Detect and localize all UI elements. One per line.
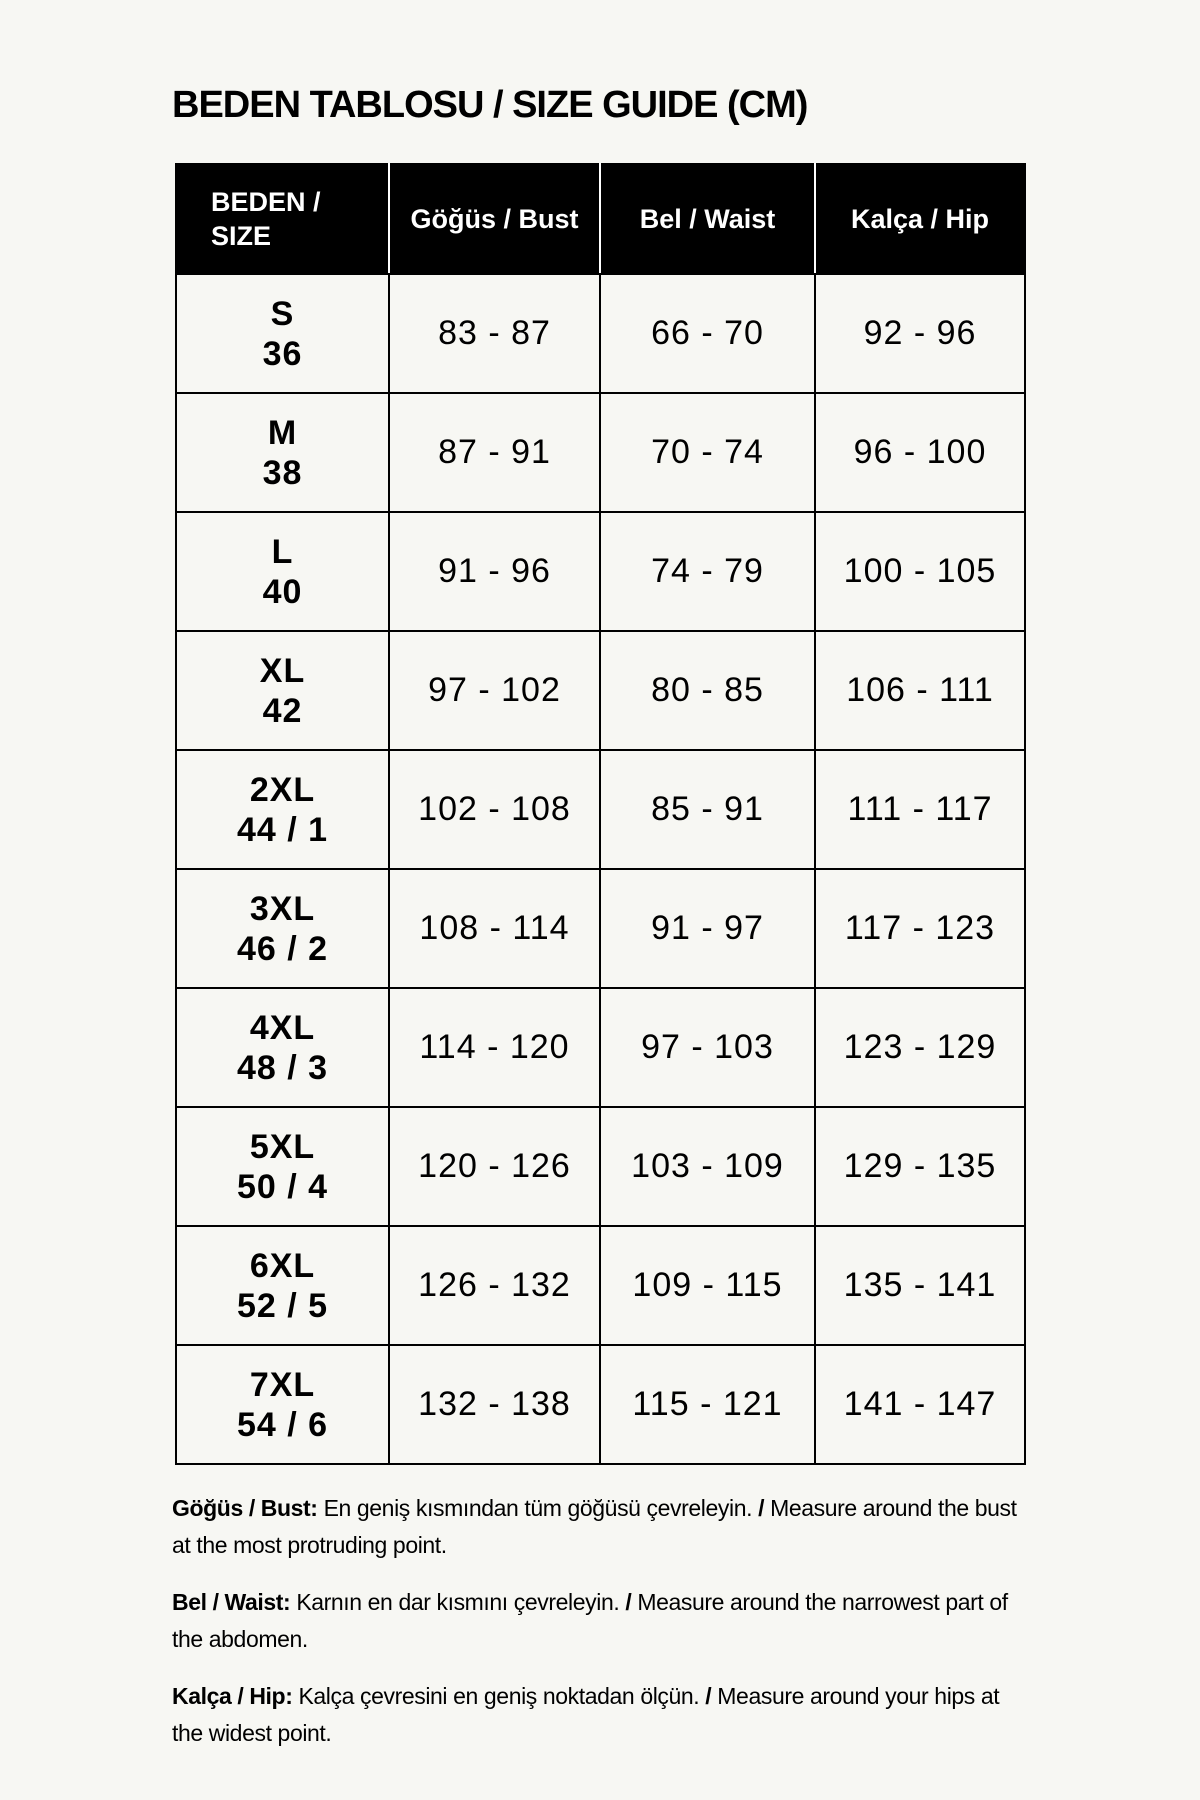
header-bust: Göğüs / Bust (388, 163, 601, 275)
note-turkish: En geniş kısmından tüm göğüsü çevreleyin… (323, 1495, 753, 1521)
hip-cell: 96 - 100 (814, 392, 1026, 513)
size-cell: S 36 (175, 273, 390, 394)
size-cell: 7XL 54 / 6 (175, 1344, 390, 1465)
size-label: 7XL (249, 1365, 316, 1404)
bust-cell: 97 - 102 (388, 630, 601, 751)
bust-cell: 91 - 96 (388, 511, 601, 632)
size-number: 44 / 1 (236, 810, 329, 849)
note-english: Measure around your hips at the widest p… (172, 1683, 1000, 1746)
note-paragraph: Kalça / Hip: Kalça çevresini en geniş no… (172, 1678, 1032, 1752)
hip-cell: 111 - 117 (814, 749, 1026, 870)
note-label: Göğüs / Bust: (172, 1495, 318, 1521)
header-hip: Kalça / Hip (814, 163, 1026, 275)
size-label: L (271, 532, 294, 571)
bust-cell: 132 - 138 (388, 1344, 601, 1465)
table-row: XL 42 97 - 102 80 - 85 106 - 111 (175, 630, 1026, 751)
bust-cell: 87 - 91 (388, 392, 601, 513)
note-separator: / (758, 1495, 765, 1521)
size-number: 48 / 3 (236, 1048, 329, 1087)
table-row: 2XL 44 / 1 102 - 108 85 - 91 111 - 117 (175, 749, 1026, 870)
hip-cell: 117 - 123 (814, 868, 1026, 989)
size-cell: L 40 (175, 511, 390, 632)
note-paragraph: Göğüs / Bust: En geniş kısmından tüm göğ… (172, 1490, 1032, 1564)
waist-cell: 70 - 74 (599, 392, 816, 513)
note-turkish: Karnın en dar kısmını çevreleyin. (296, 1589, 620, 1615)
table-row: 5XL 50 / 4 120 - 126 103 - 109 129 - 135 (175, 1106, 1026, 1227)
size-label: 2XL (249, 770, 316, 809)
waist-cell: 103 - 109 (599, 1106, 816, 1227)
table-row: 7XL 54 / 6 132 - 138 115 - 121 141 - 147 (175, 1344, 1026, 1465)
waist-cell: 109 - 115 (599, 1225, 816, 1346)
hip-cell: 100 - 105 (814, 511, 1026, 632)
hip-cell: 106 - 111 (814, 630, 1026, 751)
size-label: 3XL (249, 889, 316, 928)
size-number: 42 (262, 691, 303, 730)
size-cell: 2XL 44 / 1 (175, 749, 390, 870)
bust-cell: 126 - 132 (388, 1225, 601, 1346)
size-cell: M 38 (175, 392, 390, 513)
size-label: 6XL (249, 1246, 316, 1285)
waist-cell: 115 - 121 (599, 1344, 816, 1465)
size-number: 50 / 4 (236, 1167, 329, 1206)
hip-cell: 123 - 129 (814, 987, 1026, 1108)
note-separator: / (625, 1589, 632, 1615)
note-label: Bel / Waist: (172, 1589, 291, 1615)
waist-cell: 74 - 79 (599, 511, 816, 632)
bust-cell: 114 - 120 (388, 987, 601, 1108)
size-number: 40 (262, 572, 303, 611)
note-english: Measure around the narrowest part of the… (172, 1589, 1008, 1652)
size-number: 54 / 6 (236, 1405, 329, 1444)
table-row: L 40 91 - 96 74 - 79 100 - 105 (175, 511, 1026, 632)
size-number: 36 (262, 334, 303, 373)
table-row: 4XL 48 / 3 114 - 120 97 - 103 123 - 129 (175, 987, 1026, 1108)
waist-cell: 66 - 70 (599, 273, 816, 394)
note-turkish: Kalça çevresini en geniş noktadan ölçün. (298, 1683, 700, 1709)
waist-cell: 85 - 91 (599, 749, 816, 870)
note-paragraph: Bel / Waist: Karnın en dar kısmını çevre… (172, 1584, 1032, 1658)
bust-cell: 120 - 126 (388, 1106, 601, 1227)
bust-cell: 102 - 108 (388, 749, 601, 870)
hip-cell: 92 - 96 (814, 273, 1026, 394)
size-label: M (267, 413, 298, 452)
table-row: 3XL 46 / 2 108 - 114 91 - 97 117 - 123 (175, 868, 1026, 989)
header-size: BEDEN / SIZE (175, 163, 390, 275)
size-number: 52 / 5 (236, 1286, 329, 1325)
page-title: BEDEN TABLOSU / SIZE GUIDE (CM) (172, 84, 808, 126)
waist-cell: 91 - 97 (599, 868, 816, 989)
note-label: Kalça / Hip: (172, 1683, 293, 1709)
size-label: 5XL (249, 1127, 316, 1166)
size-cell: XL 42 (175, 630, 390, 751)
size-label: XL (259, 651, 306, 690)
size-cell: 3XL 46 / 2 (175, 868, 390, 989)
hip-cell: 135 - 141 (814, 1225, 1026, 1346)
size-label: S (270, 294, 295, 333)
size-number: 38 (262, 453, 303, 492)
size-cell: 4XL 48 / 3 (175, 987, 390, 1108)
waist-cell: 80 - 85 (599, 630, 816, 751)
size-number: 46 / 2 (236, 929, 329, 968)
hip-cell: 129 - 135 (814, 1106, 1026, 1227)
size-table: BEDEN / SIZE Göğüs / Bust Bel / Waist Kal… (175, 163, 1026, 1465)
size-cell: 5XL 50 / 4 (175, 1106, 390, 1227)
measurement-notes: Göğüs / Bust: En geniş kısmından tüm göğ… (172, 1490, 1032, 1772)
table-row: M 38 87 - 91 70 - 74 96 - 100 (175, 392, 1026, 513)
header-waist: Bel / Waist (599, 163, 816, 275)
note-english: Measure around the bust at the most prot… (172, 1495, 1017, 1558)
table-row: S 36 83 - 87 66 - 70 92 - 96 (175, 273, 1026, 394)
hip-cell: 141 - 147 (814, 1344, 1026, 1465)
bust-cell: 108 - 114 (388, 868, 601, 989)
bust-cell: 83 - 87 (388, 273, 601, 394)
header-size-line2: SIZE (211, 221, 272, 251)
note-separator: / (705, 1683, 712, 1709)
waist-cell: 97 - 103 (599, 987, 816, 1108)
table-header-row: BEDEN / SIZE Göğüs / Bust Bel / Waist Kal… (175, 163, 1026, 275)
size-cell: 6XL 52 / 5 (175, 1225, 390, 1346)
header-size-line1: BEDEN / (211, 187, 321, 217)
table-row: 6XL 52 / 5 126 - 132 109 - 115 135 - 141 (175, 1225, 1026, 1346)
size-label: 4XL (249, 1008, 316, 1047)
